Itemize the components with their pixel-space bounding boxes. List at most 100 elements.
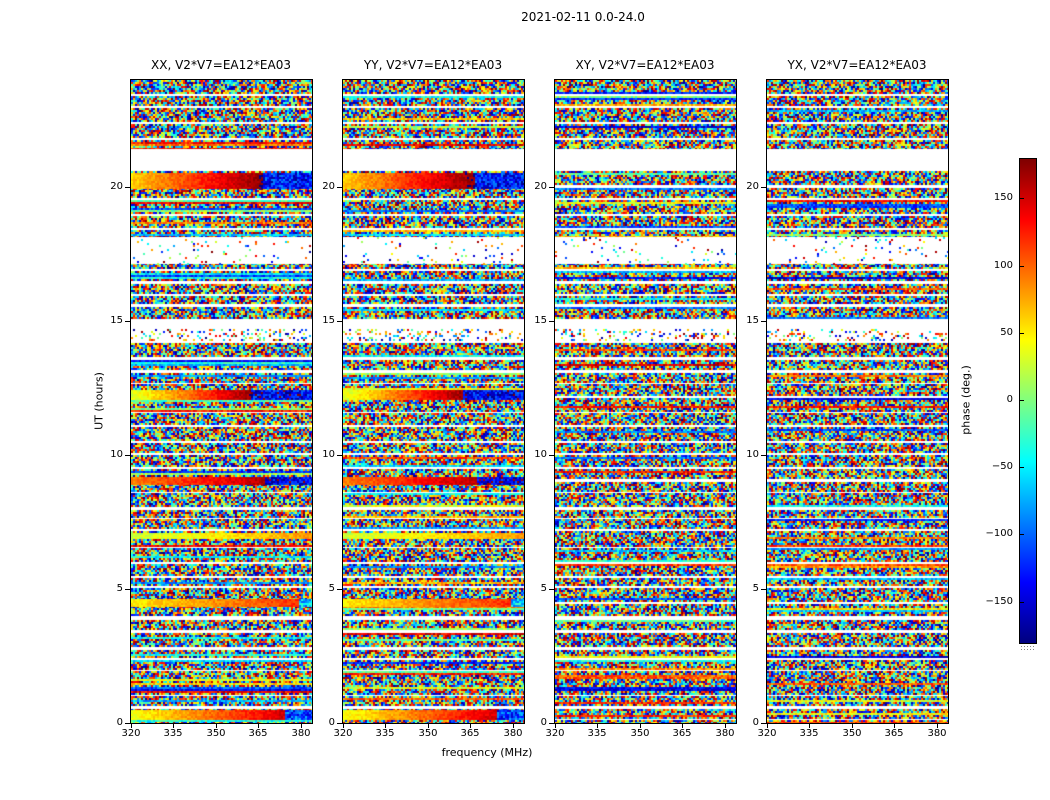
y-tick-label: 0 [328, 717, 335, 728]
y-tick-label: 0 [752, 717, 759, 728]
y-tick-mark [549, 187, 554, 188]
colorbar-tick-label: 150 [993, 192, 1013, 203]
colorbar-tick-label: 100 [993, 260, 1013, 271]
x-tick-mark [640, 724, 641, 728]
colorbar-tick-mark [1020, 400, 1024, 401]
x-tick-label: 320 [121, 728, 141, 739]
y-tick-label: 20 [110, 181, 123, 192]
y-tick-mark [125, 455, 130, 456]
y-tick-label: 20 [746, 181, 759, 192]
x-tick-mark [301, 724, 302, 728]
x-tick-label: 365 [460, 728, 480, 739]
x-tick-label: 350 [206, 728, 226, 739]
x-tick-mark [937, 724, 938, 728]
y-tick-label: 20 [534, 181, 547, 192]
x-tick-mark [894, 724, 895, 728]
colorbar-tick-label: −150 [985, 596, 1013, 607]
y-tick-label: 10 [534, 449, 547, 460]
colorbar-tick-mark [1020, 333, 1024, 334]
panel-xy [554, 79, 737, 724]
y-tick-mark [337, 321, 342, 322]
x-tick-mark [428, 724, 429, 728]
y-tick-label: 10 [746, 449, 759, 460]
y-tick-label: 0 [540, 717, 547, 728]
x-tick-mark [131, 724, 132, 728]
colorbar-tick-label: 50 [1000, 327, 1013, 338]
y-tick-mark [125, 187, 130, 188]
x-tick-mark [258, 724, 259, 728]
phase-heatmap-canvas-xx [131, 80, 312, 723]
colorbar-tick-mark [1020, 198, 1024, 199]
phase-heatmap-canvas-xy [555, 80, 736, 723]
colorbar-tick-label: 0 [1006, 394, 1013, 405]
x-tick-mark [852, 724, 853, 728]
x-tick-label: 320 [545, 728, 565, 739]
colorbar-label: phase (deg.) [959, 365, 973, 435]
panel-xx [130, 79, 313, 724]
x-tick-mark [809, 724, 810, 728]
x-tick-label: 380 [291, 728, 311, 739]
panel-title-yy: YY, V2*V7=EA12*EA03 [363, 58, 503, 72]
x-tick-mark [555, 724, 556, 728]
x-tick-mark [343, 724, 344, 728]
y-tick-mark [337, 187, 342, 188]
y-tick-label: 15 [746, 315, 759, 326]
y-tick-label: 10 [110, 449, 123, 460]
y-tick-mark [125, 723, 130, 724]
y-tick-label: 0 [116, 717, 123, 728]
panel-yx [766, 79, 949, 724]
y-tick-label: 20 [322, 181, 335, 192]
x-tick-label: 335 [163, 728, 183, 739]
y-tick-mark [337, 455, 342, 456]
y-tick-mark [337, 723, 342, 724]
x-tick-mark [767, 724, 768, 728]
x-tick-label: 320 [757, 728, 777, 739]
colorbar-tick-mark [1020, 467, 1024, 468]
x-tick-label: 335 [375, 728, 395, 739]
y-tick-mark [761, 723, 766, 724]
colorbar-tick-label: −100 [985, 528, 1013, 539]
colorbar-gradient [1020, 159, 1036, 643]
y-tick-label: 5 [540, 583, 547, 594]
y-tick-mark [549, 589, 554, 590]
x-tick-label: 335 [587, 728, 607, 739]
y-tick-label: 15 [110, 315, 123, 326]
x-tick-label: 350 [418, 728, 438, 739]
x-tick-label: 350 [630, 728, 650, 739]
y-tick-label: 15 [322, 315, 335, 326]
colorbar-extend-hatch [1020, 645, 1036, 651]
x-tick-label: 350 [842, 728, 862, 739]
x-tick-label: 380 [715, 728, 735, 739]
y-tick-mark [549, 455, 554, 456]
panel-yy [342, 79, 525, 724]
x-axis-label: frequency (MHz) [441, 746, 533, 759]
y-tick-mark [761, 321, 766, 322]
y-tick-mark [337, 589, 342, 590]
x-tick-label: 365 [248, 728, 268, 739]
y-tick-label: 5 [752, 583, 759, 594]
y-tick-label: 10 [322, 449, 335, 460]
phase-heatmap-canvas-yx [767, 80, 948, 723]
colorbar-tick-mark [1020, 534, 1024, 535]
x-tick-label: 380 [927, 728, 947, 739]
y-tick-label: 15 [534, 315, 547, 326]
panel-title-xy: XY, V2*V7=EA12*EA03 [575, 58, 715, 72]
y-tick-mark [549, 723, 554, 724]
panel-title-xx: XX, V2*V7=EA12*EA03 [151, 58, 291, 72]
y-tick-mark [761, 455, 766, 456]
colorbar-tick-label: −50 [991, 461, 1013, 472]
x-tick-mark [470, 724, 471, 728]
x-tick-mark [682, 724, 683, 728]
y-tick-mark [125, 589, 130, 590]
x-tick-mark [216, 724, 217, 728]
x-tick-label: 335 [799, 728, 819, 739]
x-tick-mark [385, 724, 386, 728]
y-axis-label: UT (hours) [92, 372, 106, 430]
y-tick-label: 5 [328, 583, 335, 594]
x-tick-mark [725, 724, 726, 728]
y-tick-mark [549, 321, 554, 322]
x-tick-label: 320 [333, 728, 353, 739]
y-tick-mark [761, 589, 766, 590]
colorbar-tick-mark [1020, 266, 1024, 267]
